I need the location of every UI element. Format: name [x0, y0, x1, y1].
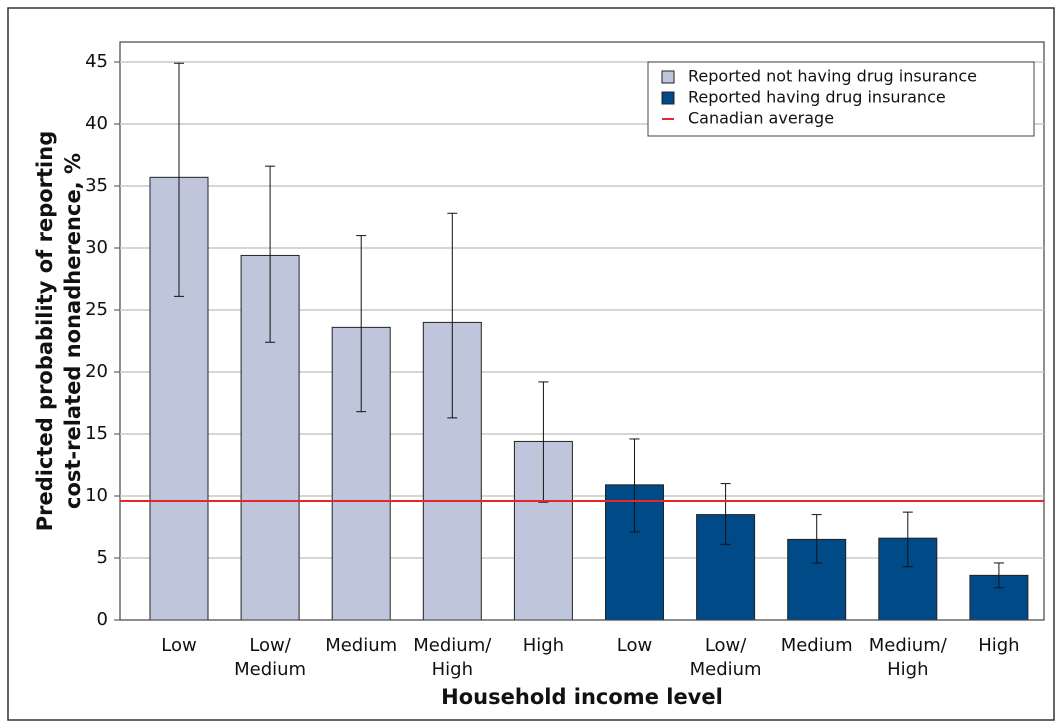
- error-bar: [993, 562, 1004, 589]
- y-tick-label: 40: [85, 113, 108, 134]
- x-tick-label: Low: [617, 635, 652, 656]
- x-tick-label: Medium: [781, 635, 853, 656]
- y-tick-label: 5: [97, 547, 108, 568]
- y-tick-label: 30: [85, 237, 108, 258]
- y-tick-label: 0: [97, 609, 108, 630]
- x-tick-label-line: Medium: [690, 659, 762, 680]
- x-tick-label: Medium/High: [413, 635, 492, 680]
- error-bar: [902, 511, 913, 568]
- x-tick-label: High: [523, 635, 564, 656]
- x-tick-label-line: Low/: [249, 635, 291, 656]
- x-tick-label-line: Medium/: [413, 635, 492, 656]
- y-tick-label: 45: [85, 51, 108, 72]
- y-tick-label: 20: [85, 361, 108, 382]
- legend-label: Reported having drug insurance: [688, 88, 946, 107]
- y-tick-label: 35: [85, 175, 108, 196]
- y-tick-label: 10: [85, 485, 108, 506]
- error-bar: [629, 438, 640, 533]
- y-tick-label: 15: [85, 423, 108, 444]
- legend-swatch: [661, 70, 675, 84]
- error-bar: [265, 165, 276, 343]
- y-axis-title: cost-related nonadherence, %: [61, 153, 85, 509]
- x-tick-label-line: High: [887, 659, 928, 680]
- x-tick-label: Medium: [325, 635, 397, 656]
- x-tick-label: High: [978, 635, 1019, 656]
- x-tick-label-line: Low/: [705, 635, 747, 656]
- x-tick-label-line: Medium/: [869, 635, 948, 656]
- legend-box: [647, 61, 1035, 137]
- error-bar: [174, 62, 184, 297]
- error-bar: [447, 212, 458, 419]
- x-tick-label-line: Medium: [234, 659, 306, 680]
- x-tick-label: Low/Medium: [690, 635, 762, 680]
- legend-label: Reported not having drug insurance: [688, 67, 977, 86]
- error-bar: [356, 235, 367, 413]
- x-axis-title: Household income level: [441, 685, 723, 709]
- y-axis-title: Predicted probability of reporting: [33, 131, 57, 532]
- legend-swatch: [661, 91, 675, 105]
- x-tick-label: Low/Medium: [234, 635, 306, 680]
- error-bar: [811, 514, 822, 564]
- x-tick-label: Medium/High: [869, 635, 948, 680]
- x-tick-label: Low: [161, 635, 196, 656]
- y-tick-label: 25: [85, 299, 108, 320]
- legend-label: Canadian average: [688, 109, 834, 128]
- error-bar: [538, 381, 549, 503]
- error-bar: [720, 483, 731, 545]
- x-tick-label-line: High: [432, 659, 473, 680]
